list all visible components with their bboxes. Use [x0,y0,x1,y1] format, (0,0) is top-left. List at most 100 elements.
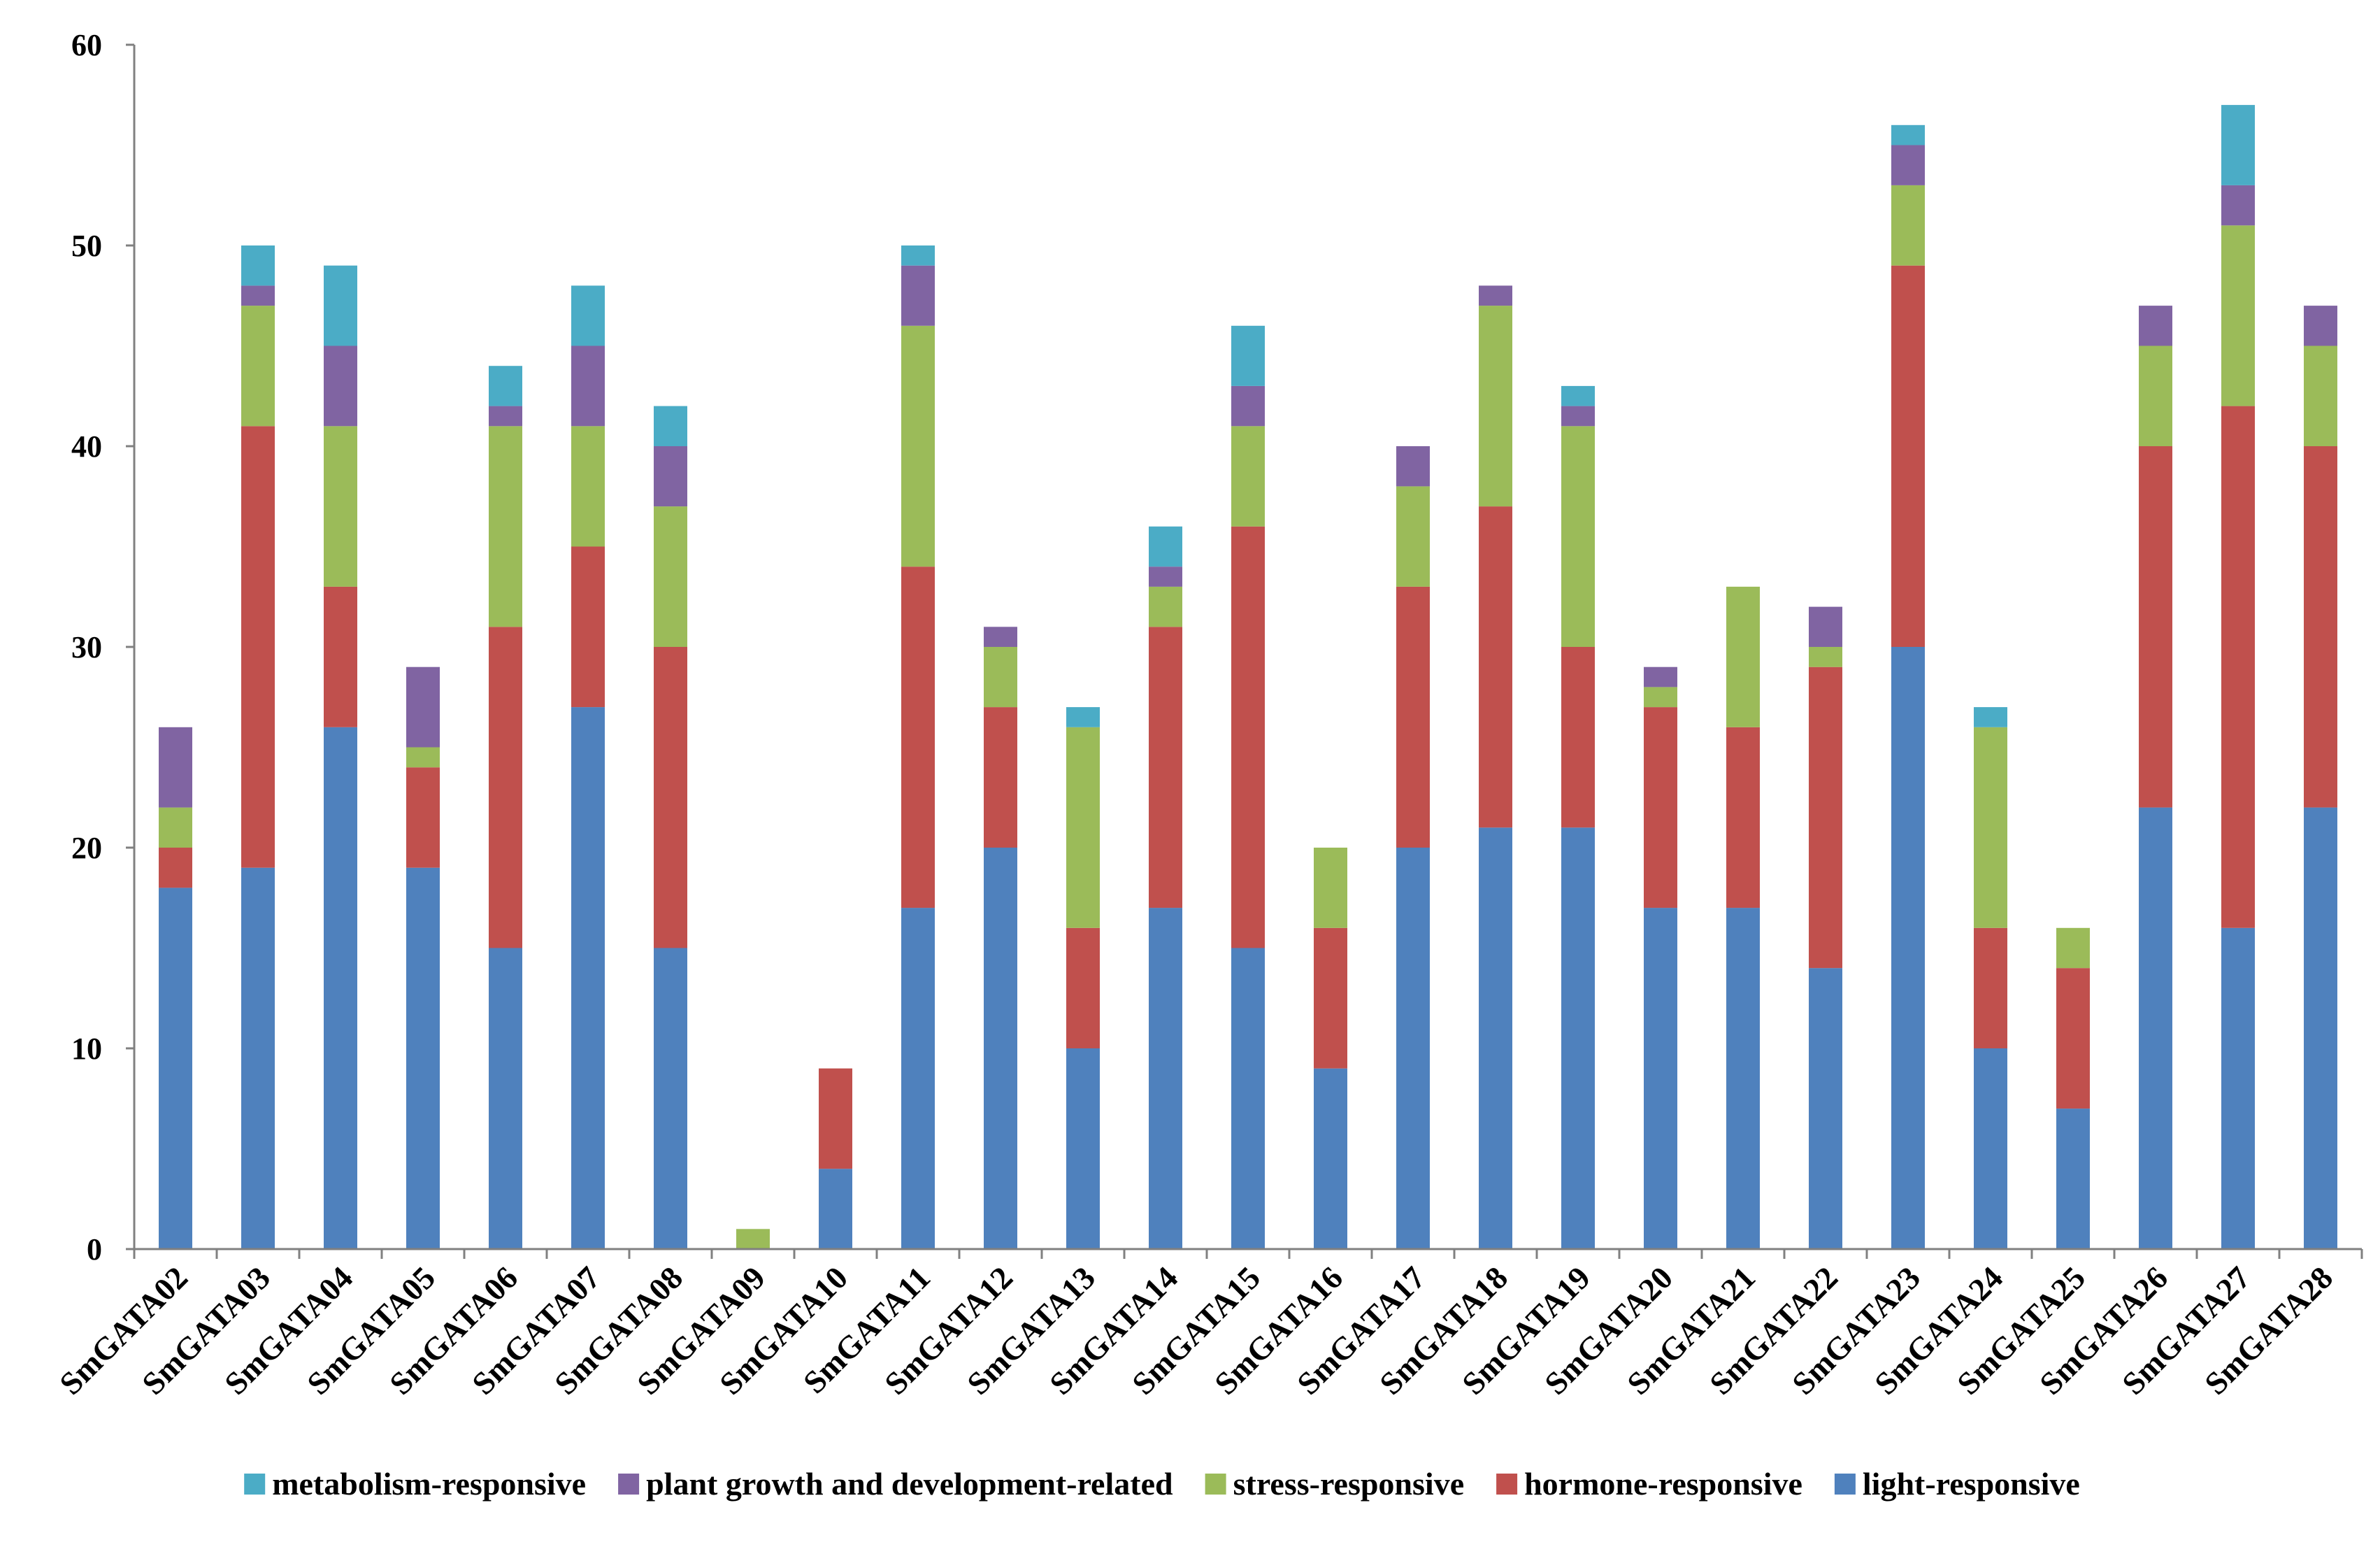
bar-segment-SmGATA21-stress-responsive [1726,586,1760,727]
bar-segment-SmGATA04-metabolism-responsive [324,265,357,346]
bar-segment-SmGATA05-stress-responsive [406,747,440,768]
bar-segment-SmGATA27-metabolism-responsive [2221,105,2255,185]
bar-segment-SmGATA19-hormone-responsive [1561,647,1595,828]
legend-item-light-responsive: light-responsive [1834,1466,2080,1502]
bar-segment-SmGATA25-hormone-responsive [2056,968,2090,1109]
bar-segment-SmGATA03-plant-growth-and-development-related [241,285,275,306]
bar-segment-SmGATA22-stress-responsive [1809,647,1842,667]
bar-segment-SmGATA04-light-responsive [324,727,357,1249]
y-tick-label: 20 [71,831,102,865]
y-tick-label: 0 [87,1232,102,1267]
bar-segment-SmGATA06-metabolism-responsive [489,366,522,406]
legend-item-plant-growth-and-development-related: plant growth and development-related [618,1466,1173,1502]
bar-segment-SmGATA06-plant-growth-and-development-related [489,406,522,427]
y-tick-label: 40 [71,429,102,464]
bar-segment-SmGATA23-hormone-responsive [1891,265,1925,647]
bar-segment-SmGATA23-metabolism-responsive [1891,124,1925,145]
bar-segment-SmGATA07-metabolism-responsive [571,285,605,346]
legend-label: plant growth and development-related [646,1466,1173,1502]
bar-segment-SmGATA28-light-responsive [2304,807,2337,1249]
bar-segment-SmGATA20-plant-growth-and-development-related [1644,666,1677,687]
bar-segment-SmGATA26-light-responsive [2139,807,2172,1249]
bar-segment-SmGATA11-plant-growth-and-development-related [901,265,935,326]
bar-segment-SmGATA08-light-responsive [654,948,687,1249]
bar-segment-SmGATA10-light-responsive [819,1169,852,1249]
bar-segment-SmGATA20-stress-responsive [1644,687,1677,708]
bar-segment-SmGATA26-plant-growth-and-development-related [2139,306,2172,346]
y-tick-label: 50 [71,229,102,263]
legend-label: light-responsive [1863,1466,2080,1502]
bar-segment-SmGATA14-hormone-responsive [1149,627,1182,908]
bar-segment-SmGATA13-light-responsive [1066,1048,1100,1249]
bar-segment-SmGATA28-plant-growth-and-development-related [2304,306,2337,346]
bar-segment-SmGATA23-stress-responsive [1891,185,1925,266]
legend-swatch [618,1474,640,1495]
bar-segment-SmGATA14-stress-responsive [1149,586,1182,627]
bar-segment-SmGATA26-hormone-responsive [2139,446,2172,808]
bar-segment-SmGATA21-light-responsive [1726,908,1760,1249]
legend-label: hormone-responsive [1524,1466,1802,1502]
y-tick-label: 30 [71,630,102,664]
bar-segment-SmGATA11-light-responsive [901,908,935,1249]
bar-segment-SmGATA02-hormone-responsive [159,848,192,888]
bar-segment-SmGATA07-stress-responsive [571,426,605,547]
bar-segment-SmGATA28-stress-responsive [2304,345,2337,446]
bar-segment-SmGATA06-stress-responsive [489,426,522,627]
bar-segment-SmGATA24-metabolism-responsive [1974,707,2007,727]
bar-segment-SmGATA22-light-responsive [1809,968,1842,1249]
legend-label: metabolism-responsive [272,1466,586,1502]
bar-segment-SmGATA19-metabolism-responsive [1561,385,1595,406]
axes-layer: 0102030405060SmGATA02SmGATA03SmGATA04SmG… [52,28,2363,1402]
bar-segment-SmGATA15-hormone-responsive [1231,526,1265,948]
legend-label: stress-responsive [1233,1466,1465,1502]
bar-segment-SmGATA16-hormone-responsive [1314,927,1347,1069]
bar-segment-SmGATA15-metabolism-responsive [1231,325,1265,386]
bar-segment-SmGATA07-light-responsive [571,707,605,1249]
bar-segment-SmGATA14-plant-growth-and-development-related [1149,566,1182,587]
bar-segment-SmGATA22-plant-growth-and-development-related [1809,606,1842,647]
bar-segment-SmGATA07-plant-growth-and-development-related [571,345,605,427]
bar-segment-SmGATA24-light-responsive [1974,1048,2007,1249]
bar-segment-SmGATA08-metabolism-responsive [654,406,687,446]
bar-segment-SmGATA05-light-responsive [406,867,440,1249]
bar-segment-SmGATA24-stress-responsive [1974,727,2007,928]
bar-segment-SmGATA05-plant-growth-and-development-related [406,666,440,748]
bar-segment-SmGATA07-hormone-responsive [571,546,605,708]
bar-segment-SmGATA21-hormone-responsive [1726,727,1760,908]
bar-segment-SmGATA12-stress-responsive [984,647,1017,708]
legend-item-hormone-responsive: hormone-responsive [1496,1466,1802,1502]
bar-segment-SmGATA27-plant-growth-and-development-related [2221,185,2255,226]
bar-segment-SmGATA23-light-responsive [1891,647,1925,1249]
bar-segment-SmGATA12-hormone-responsive [984,707,1017,848]
bar-segment-SmGATA15-stress-responsive [1231,426,1265,527]
bar-segment-SmGATA19-light-responsive [1561,827,1595,1249]
bar-segment-SmGATA25-light-responsive [2056,1108,2090,1249]
bar-segment-SmGATA04-plant-growth-and-development-related [324,345,357,427]
bar-segment-SmGATA13-hormone-responsive [1066,927,1100,1048]
bar-segment-SmGATA02-plant-growth-and-development-related [159,727,192,808]
bar-segment-SmGATA28-hormone-responsive [2304,446,2337,808]
bar-segment-SmGATA19-plant-growth-and-development-related [1561,406,1595,427]
bar-segment-SmGATA23-plant-growth-and-development-related [1891,145,1925,185]
bar-segment-SmGATA02-light-responsive [159,887,192,1249]
legend-item-stress-responsive: stress-responsive [1205,1466,1465,1502]
bar-segment-SmGATA13-metabolism-responsive [1066,707,1100,727]
bar-segment-SmGATA02-stress-responsive [159,807,192,848]
legend: metabolism-responsive plant growth and de… [244,1466,2080,1502]
bar-segment-SmGATA03-hormone-responsive [241,426,275,868]
bar-segment-SmGATA20-light-responsive [1644,908,1677,1249]
bar-segment-SmGATA06-light-responsive [489,948,522,1249]
bar-segment-SmGATA14-light-responsive [1149,908,1182,1249]
bar-segment-SmGATA17-plant-growth-and-development-related [1396,446,1430,487]
bar-segment-SmGATA14-metabolism-responsive [1149,526,1182,567]
bar-segment-SmGATA24-hormone-responsive [1974,927,2007,1048]
bar-segment-SmGATA19-stress-responsive [1561,426,1595,647]
bar-segment-SmGATA27-stress-responsive [2221,225,2255,406]
legend-swatch [1496,1474,1518,1495]
bar-segment-SmGATA17-stress-responsive [1396,486,1430,587]
bar-segment-SmGATA11-metabolism-responsive [901,245,935,266]
bar-segment-SmGATA11-stress-responsive [901,325,935,567]
bar-segment-SmGATA06-hormone-responsive [489,627,522,948]
